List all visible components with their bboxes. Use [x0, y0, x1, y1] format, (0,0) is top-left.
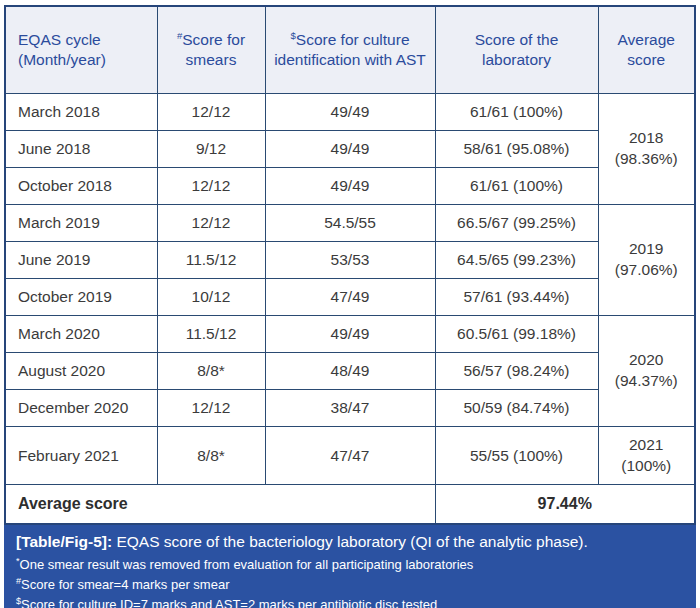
cell-smears: 9/12 [157, 131, 265, 168]
caption-tag: [Table/Fig-5]: [16, 533, 112, 550]
footnote-text: Score for culture ID=7 marks and AST=2 m… [21, 597, 437, 608]
cell-culture: 49/49 [265, 131, 435, 168]
cell-year-average-2018: 2018 (98.36%) [598, 94, 695, 205]
table-row: June 2018 9/12 49/49 58/61 (95.08%) [5, 131, 695, 168]
table-row: October 2019 10/12 47/49 57/61 (93.44%) [5, 279, 695, 316]
header-label: EQAS cycle (Month/year) [18, 31, 106, 68]
cell-smears: 11.5/12 [157, 242, 265, 279]
cell-cycle: June 2018 [5, 131, 157, 168]
col-header-eqas-cycle: EQAS cycle (Month/year) [5, 6, 157, 94]
cell-lab-score: 61/61 (100%) [435, 168, 598, 205]
footnote-text: Score for smear=4 marks per smear [21, 577, 229, 592]
summary-label: Average score [5, 485, 435, 525]
year: 2021 [629, 436, 663, 453]
header-label: Average score [618, 31, 675, 68]
cell-culture: 53/53 [265, 242, 435, 279]
cell-smears: 12/12 [157, 205, 265, 242]
year-percent: (94.37%) [615, 372, 678, 389]
table-row: February 2021 8/8* 47/47 55/55 (100%) 20… [5, 427, 695, 485]
year-percent: (100%) [621, 457, 671, 474]
cell-lab-score: 66.5/67 (99.25%) [435, 205, 598, 242]
cell-smears: 11.5/12 [157, 316, 265, 353]
summary-row: Average score 97.44% [5, 485, 695, 525]
header-row: EQAS cycle (Month/year) #Score for smear… [5, 6, 695, 94]
cell-cycle: August 2020 [5, 353, 157, 390]
table-row: October 2018 12/12 49/49 61/61 (100%) [5, 168, 695, 205]
caption-text: EQAS score of the bacteriology laborator… [116, 533, 587, 550]
cell-culture: 49/49 [265, 168, 435, 205]
cell-cycle: March 2019 [5, 205, 157, 242]
table-row: June 2019 11.5/12 53/53 64.5/65 (99.23%) [5, 242, 695, 279]
footnote-asterisk: *One smear result was removed from evalu… [16, 555, 684, 575]
table-row: March 2019 12/12 54.5/55 66.5/67 (99.25%… [5, 205, 695, 242]
cell-cycle: March 2020 [5, 316, 157, 353]
col-header-culture-ast: $Score for culture identification with A… [265, 6, 435, 94]
eqas-score-table: EQAS cycle (Month/year) #Score for smear… [4, 5, 696, 525]
cell-culture: 47/49 [265, 279, 435, 316]
cell-year-average-2019: 2019 (97.06%) [598, 205, 695, 316]
cell-year-average-2020: 2020 (94.37%) [598, 316, 695, 427]
footnote-hash: #Score for smear=4 marks per smear [16, 575, 684, 595]
table-row: March 2020 11.5/12 49/49 60.5/61 (99.18%… [5, 316, 695, 353]
cell-smears: 12/12 [157, 94, 265, 131]
cell-smears: 12/12 [157, 390, 265, 427]
paper-table-figure: EQAS cycle (Month/year) #Score for smear… [0, 0, 700, 608]
table-row: December 2020 12/12 38/47 50/59 (84.74%) [5, 390, 695, 427]
cell-culture: 47/47 [265, 427, 435, 485]
cell-lab-score: 57/61 (93.44%) [435, 279, 598, 316]
cell-smears: 12/12 [157, 168, 265, 205]
cell-lab-score: 50/59 (84.74%) [435, 390, 598, 427]
header-label: Score for smears [182, 31, 245, 68]
caption-line: [Table/Fig-5]: EQAS score of the bacteri… [16, 533, 684, 551]
year-percent: (98.36%) [615, 150, 678, 167]
cell-culture: 49/49 [265, 94, 435, 131]
footnote-dollar: $Score for culture ID=7 marks and AST=2 … [16, 595, 684, 608]
table-row: March 2018 12/12 49/49 61/61 (100%) 2018… [5, 94, 695, 131]
summary-value: 97.44% [435, 485, 695, 525]
cell-cycle: February 2021 [5, 427, 157, 485]
year: 2019 [629, 240, 663, 257]
cell-culture: 48/49 [265, 353, 435, 390]
cell-smears: 8/8* [157, 427, 265, 485]
cell-culture: 38/47 [265, 390, 435, 427]
header-label: Score for culture identification with AS… [274, 31, 426, 68]
cell-cycle: October 2018 [5, 168, 157, 205]
cell-cycle: December 2020 [5, 390, 157, 427]
cell-culture: 54.5/55 [265, 205, 435, 242]
cell-culture: 49/49 [265, 316, 435, 353]
cell-cycle: October 2019 [5, 279, 157, 316]
year-percent: (97.06%) [615, 261, 678, 278]
cell-smears: 10/12 [157, 279, 265, 316]
cell-lab-score: 55/55 (100%) [435, 427, 598, 485]
header-label: Score of the laboratory [475, 31, 559, 68]
year: 2018 [629, 129, 663, 146]
cell-lab-score: 61/61 (100%) [435, 94, 598, 131]
footnote-text: One smear result was removed from evalua… [20, 557, 474, 572]
cell-lab-score: 64.5/65 (99.23%) [435, 242, 598, 279]
cell-lab-score: 56/57 (98.24%) [435, 353, 598, 390]
cell-lab-score: 60.5/61 (99.18%) [435, 316, 598, 353]
table-row: August 2020 8/8* 48/49 56/57 (98.24%) [5, 353, 695, 390]
col-header-laboratory-score: Score of the laboratory [435, 6, 598, 94]
table-caption-block: [Table/Fig-5]: EQAS score of the bacteri… [4, 525, 696, 608]
cell-cycle: June 2019 [5, 242, 157, 279]
cell-lab-score: 58/61 (95.08%) [435, 131, 598, 168]
cell-smears: 8/8* [157, 353, 265, 390]
col-header-average-score: Average score [598, 6, 695, 94]
cell-year-average-2021: 2021 (100%) [598, 427, 695, 485]
cell-cycle: March 2018 [5, 94, 157, 131]
col-header-smears: #Score for smears [157, 6, 265, 94]
year: 2020 [629, 351, 663, 368]
